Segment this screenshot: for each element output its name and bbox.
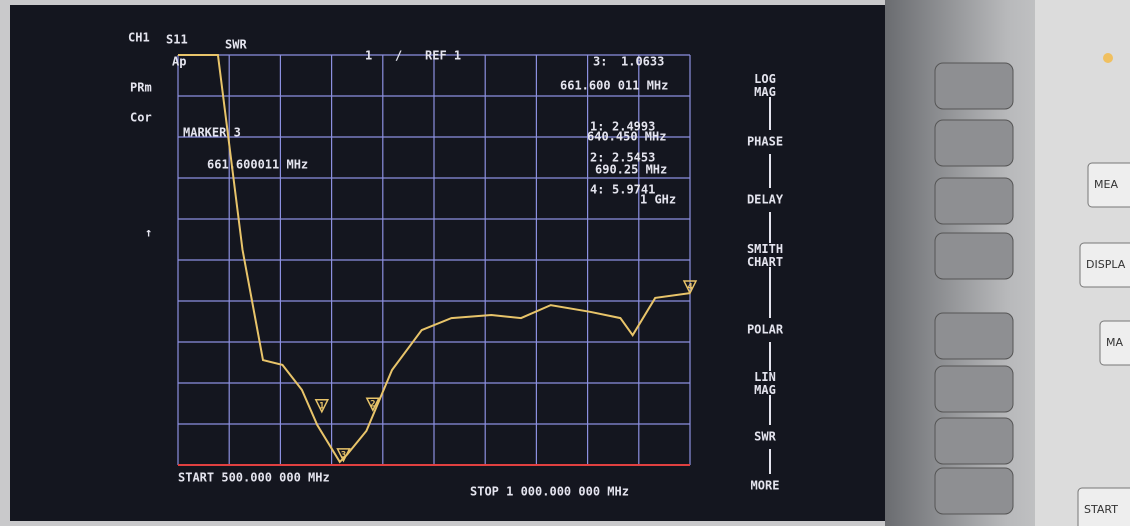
panel-key-label: MA	[1106, 336, 1123, 349]
softkey-button[interactable]	[935, 178, 1013, 224]
stop-label: STOP 1 000.000 000 MHz	[470, 485, 629, 499]
status: ↑	[145, 226, 152, 240]
status: Cor	[130, 111, 152, 125]
panel-key-label: START	[1084, 503, 1118, 516]
softkey-label: DELAY	[747, 193, 784, 207]
softkey-button[interactable]	[935, 120, 1013, 166]
format: SWR	[225, 38, 247, 52]
softkey-button[interactable]	[935, 63, 1013, 109]
start-label: START 500.000 000 MHz	[178, 471, 330, 485]
marker-label: 4:	[590, 183, 604, 197]
parameter: S11	[166, 33, 188, 47]
marker-symbol: 4	[687, 283, 693, 293]
marker-symbol: 2	[370, 400, 375, 410]
softkey-label: MORE	[751, 479, 780, 493]
status: Ap	[172, 55, 186, 69]
softkey-button[interactable]	[935, 366, 1013, 412]
softkey-button[interactable]	[935, 313, 1013, 359]
marker-freq: 640.450 MHz	[587, 130, 666, 144]
marker-value: 1.0633	[621, 55, 664, 69]
marker-symbol: 3	[341, 450, 346, 460]
marker-label: 3:	[593, 55, 607, 69]
marker-freq: 690.25 MHz	[595, 163, 667, 177]
status: PRm	[130, 81, 152, 95]
softkey-button[interactable]	[935, 468, 1013, 514]
channel: CH1	[128, 31, 150, 45]
active-marker-freq: 661.600011 MHz	[207, 158, 308, 172]
softkey-label: PHASE	[747, 135, 783, 149]
panel-key-label: DISPLA	[1086, 258, 1126, 271]
softkey-label: SWR	[754, 430, 776, 444]
marker-freq: 661.600 011 MHz	[560, 79, 668, 93]
marker-symbol: 1	[319, 401, 324, 411]
softkey-button[interactable]	[935, 233, 1013, 279]
analyzer-screen: CH1 S11 SWR 1 / REF 1 Ap PRm Cor ↑ MARKER 3 661.600…	[0, 0, 1130, 526]
led	[1103, 53, 1113, 63]
softkey-label: POLAR	[747, 323, 784, 337]
panel-key-label: MEA	[1094, 178, 1118, 191]
softkey-button[interactable]	[935, 418, 1013, 464]
marker-freq: 1 GHz	[640, 193, 676, 207]
scale-ref: REF 1	[425, 49, 461, 63]
active-marker-title: MARKER 3	[183, 126, 241, 140]
scale-ref: 1	[365, 49, 372, 63]
scale-ref: /	[395, 49, 402, 63]
